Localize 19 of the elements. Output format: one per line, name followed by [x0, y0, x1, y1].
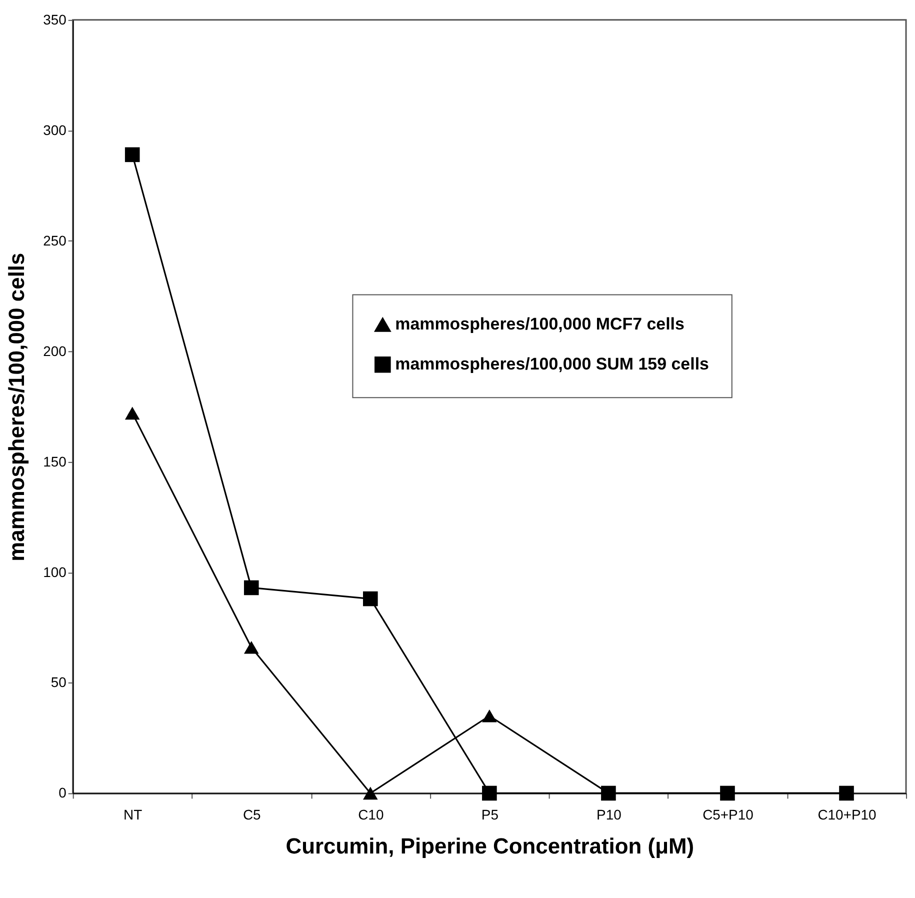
- y-tick-label: 100: [43, 564, 67, 580]
- y-tick-label: 250: [43, 232, 67, 248]
- x-axis-title: Curcumin, Piperine Concentration (μM): [286, 834, 694, 859]
- legend-label: mammospheres/100,000 MCF7 cells: [395, 314, 684, 334]
- y-tick-label: 150: [43, 453, 67, 470]
- legend-label: mammospheres/100,000 SUM 159 cells: [395, 354, 709, 374]
- x-tick-label: P10: [596, 806, 622, 823]
- y-axis-title: mammospheres/100,000 cells: [4, 252, 30, 562]
- x-tick-label: C5+P10: [702, 806, 754, 823]
- y-tick-label: 200: [43, 342, 67, 359]
- x-tick-label: NT: [124, 806, 143, 823]
- x-tick-label: C10: [358, 806, 384, 823]
- x-tick-label: C10+P10: [818, 806, 877, 823]
- y-tick-label: 0: [58, 784, 67, 801]
- x-tick-label: P5: [481, 806, 499, 823]
- y-tick-label: 300: [43, 122, 67, 138]
- y-tick-label: 50: [50, 674, 67, 690]
- y-tick-label: 350: [43, 11, 67, 28]
- x-tick-label: C5: [242, 806, 262, 823]
